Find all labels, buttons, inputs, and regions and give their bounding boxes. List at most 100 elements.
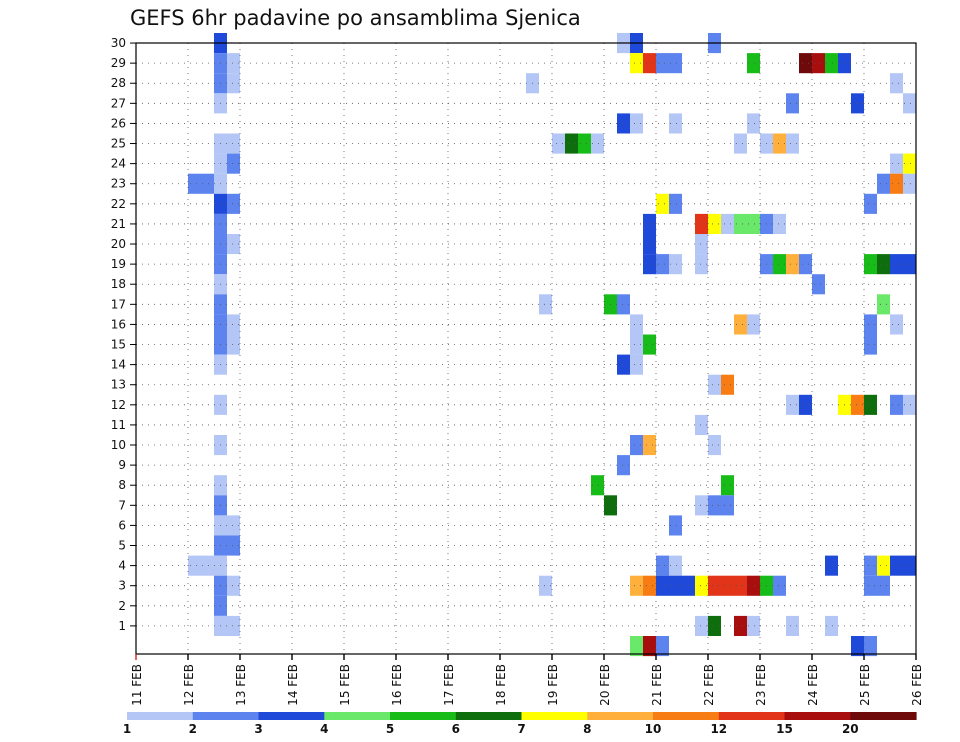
y-tick-label: 29	[111, 56, 126, 70]
heatmap-cell	[695, 213, 708, 234]
heatmap-cell	[630, 53, 643, 74]
heatmap-cell	[630, 113, 643, 134]
heatmap-cell	[799, 394, 812, 415]
heatmap-cell	[708, 435, 721, 456]
heatmap-cell	[864, 254, 877, 275]
heatmap-cell	[227, 153, 240, 174]
heatmap-cell	[227, 133, 240, 154]
y-tick-label: 14	[111, 358, 126, 372]
heatmap-cell	[188, 555, 201, 576]
heatmap-cell	[825, 615, 838, 636]
heatmap-cell	[656, 254, 669, 275]
heatmap-cell	[565, 133, 578, 154]
heatmap-cell	[669, 193, 682, 214]
x-tick-label: 21 FEB	[650, 664, 664, 706]
y-tick-label: 27	[111, 96, 126, 110]
x-tick-label: 20 FEB	[598, 664, 612, 706]
heatmap-cell	[227, 314, 240, 335]
heatmap-cell	[890, 73, 903, 94]
heatmap-cell	[578, 133, 591, 154]
y-tick-label: 7	[118, 498, 126, 512]
heatmap-cell	[864, 575, 877, 596]
heatmap-cell	[812, 53, 825, 74]
colorbar-label: 8	[583, 722, 591, 736]
heatmap-cell	[591, 133, 604, 154]
colorbar-swatch	[718, 712, 786, 720]
y-tick-label: 11	[111, 418, 126, 432]
colorbar-swatch	[850, 712, 917, 720]
heatmap-cell	[227, 73, 240, 94]
heatmap-cell	[617, 455, 630, 476]
heatmap-cell	[890, 555, 903, 576]
colorbar-swatch	[784, 712, 851, 720]
heatmap-cell	[734, 213, 747, 234]
chart-title: GEFS 6hr padavine po ansamblima Sjenica	[130, 6, 581, 30]
x-tick-label: 16 FEB	[390, 664, 404, 706]
x-tick-label: 17 FEB	[442, 664, 456, 706]
heatmap-cell	[903, 173, 916, 194]
heatmap-cell	[734, 133, 747, 154]
heatmap-cell	[786, 615, 799, 636]
x-tick-label: 24 FEB	[806, 664, 820, 706]
x-tick-label: 15 FEB	[338, 664, 352, 706]
heatmap-cell	[227, 575, 240, 596]
heatmap-cell	[188, 173, 201, 194]
heatmap-cell	[669, 254, 682, 275]
colorbar-label: 12	[710, 722, 727, 736]
heatmap-cell	[591, 475, 604, 496]
heatmap-cell	[656, 193, 669, 214]
heatmap-cell	[708, 374, 721, 395]
heatmap-cell	[643, 53, 656, 74]
heatmap-cell	[903, 254, 916, 275]
heatmap-cell	[721, 374, 734, 395]
heatmap-cell	[721, 575, 734, 596]
heatmap-cell	[747, 213, 760, 234]
y-tick-label: 26	[111, 116, 126, 130]
heatmap-cell	[799, 53, 812, 74]
heatmap-cell	[617, 294, 630, 315]
y-tick-label: 12	[111, 398, 126, 412]
heatmap-cell	[903, 555, 916, 576]
heatmap-cell	[747, 113, 760, 134]
y-tick-label: 25	[111, 137, 126, 151]
heatmap-cell	[773, 575, 786, 596]
plot-frame	[135, 42, 917, 655]
heatmap-cell	[864, 193, 877, 214]
x-tick-label: 19 FEB	[546, 664, 560, 706]
heatmap-cell	[227, 53, 240, 74]
y-tick-label: 8	[118, 478, 126, 492]
heatmap-cell	[227, 615, 240, 636]
heatmap-cell	[851, 93, 864, 114]
heatmap-cell	[747, 615, 760, 636]
y-tick-label: 30	[111, 36, 126, 50]
colorbar-label: 3	[254, 722, 262, 736]
heatmap-cell	[695, 254, 708, 275]
heatmap-cell	[227, 535, 240, 556]
heatmap-cell	[656, 636, 669, 657]
heatmap-cell	[656, 555, 669, 576]
heatmap-cell	[643, 234, 656, 255]
y-tick-label: 28	[111, 76, 126, 90]
heatmap-cell	[695, 615, 708, 636]
colorbar: 1 2 3 4 5 6 7 8 10 12 15 20	[123, 712, 917, 736]
y-axis: 1234567891011121314151617181920212223242…	[111, 36, 136, 633]
x-tick-label: 23 FEB	[754, 664, 768, 706]
x-tick-label: 26 FEB	[910, 664, 924, 706]
heatmap-cell	[721, 213, 734, 234]
y-tick-label: 3	[118, 579, 126, 593]
y-tick-label: 5	[118, 539, 126, 553]
heatmap-cell	[851, 394, 864, 415]
heatmap-cell	[747, 53, 760, 74]
heatmap-cell	[695, 414, 708, 435]
heatmap-cell	[630, 636, 643, 657]
colorbar-swatch	[653, 712, 720, 720]
y-tick-label: 15	[111, 338, 126, 352]
heatmap-cell	[630, 435, 643, 456]
heatmap-cell	[877, 294, 890, 315]
y-tick-label: 13	[111, 378, 126, 392]
heatmap-cell	[734, 615, 747, 636]
heatmap-cell	[721, 475, 734, 496]
heatmap-cell	[786, 394, 799, 415]
heatmap-cell	[695, 495, 708, 516]
colorbar-swatch	[127, 712, 194, 720]
